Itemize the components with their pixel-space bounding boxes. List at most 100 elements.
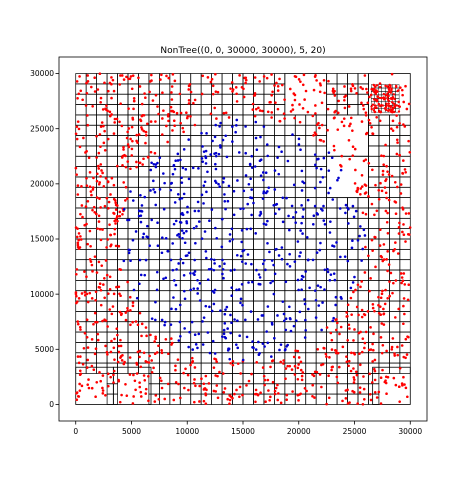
data-point [263, 383, 266, 387]
data-point [99, 303, 103, 307]
data-point [346, 314, 349, 318]
data-point [270, 259, 274, 262]
data-point [99, 288, 103, 292]
data-point [182, 231, 186, 235]
data-point [296, 240, 300, 243]
data-point [88, 291, 92, 295]
data-point [300, 278, 303, 281]
data-point [298, 254, 301, 258]
data-point [197, 167, 200, 170]
data-point [134, 230, 138, 233]
data-point [154, 93, 158, 97]
data-point [88, 258, 92, 261]
data-point [124, 165, 128, 169]
grid-cell-coarse [372, 366, 411, 405]
data-point [180, 196, 184, 200]
data-point [109, 375, 112, 379]
data-point [303, 302, 307, 306]
data-point [107, 200, 111, 204]
data-point [226, 397, 229, 401]
data-point [270, 111, 274, 114]
data-point [103, 149, 107, 152]
data-point [273, 389, 277, 393]
data-point [280, 257, 284, 261]
data-point [115, 117, 119, 121]
data-point [406, 298, 410, 302]
data-point [253, 76, 257, 79]
data-point [219, 121, 222, 125]
data-point [144, 359, 148, 363]
data-point [284, 377, 287, 381]
data-point [215, 117, 218, 120]
data-point [337, 365, 341, 369]
data-point [75, 80, 79, 83]
data-point [370, 238, 374, 242]
data-point [283, 319, 286, 323]
data-point [105, 104, 108, 107]
data-point [209, 153, 212, 156]
data-point [110, 96, 113, 100]
data-point [361, 104, 365, 107]
data-point [276, 383, 279, 387]
data-point [233, 392, 236, 396]
data-point [360, 259, 363, 262]
data-point [219, 309, 222, 312]
data-point [231, 238, 234, 241]
data-point [85, 176, 88, 180]
data-point [171, 242, 175, 245]
data-point [204, 374, 208, 378]
data-point [220, 217, 224, 221]
data-point [332, 272, 336, 275]
data-point [149, 150, 153, 154]
data-point [192, 381, 196, 385]
data-point [169, 182, 173, 185]
data-point [349, 89, 353, 93]
data-point [160, 133, 164, 136]
data-point [359, 187, 363, 190]
y-tick-label: 25000 [30, 124, 54, 133]
data-point [355, 305, 359, 309]
data-point [230, 321, 233, 325]
data-point [96, 338, 100, 342]
data-point [129, 75, 133, 78]
data-point [219, 146, 222, 149]
x-tick-label: 0 [73, 427, 78, 436]
y-tick-label: 30000 [30, 69, 54, 78]
data-point [250, 154, 254, 158]
data-point [398, 121, 401, 125]
data-point [142, 374, 146, 377]
data-point [134, 388, 137, 392]
data-point [127, 107, 130, 110]
data-point [129, 259, 132, 263]
data-point [194, 343, 198, 346]
data-point [369, 277, 372, 280]
data-point [250, 166, 254, 169]
data-point [137, 133, 141, 136]
data-point [328, 186, 332, 190]
data-point [176, 159, 180, 162]
data-point [265, 143, 269, 146]
data-point [342, 117, 346, 120]
data-point [136, 141, 139, 144]
data-point [392, 249, 395, 253]
data-point [377, 390, 381, 394]
data-point [203, 230, 207, 233]
data-point [214, 154, 218, 158]
data-point [374, 235, 377, 239]
data-point [257, 273, 261, 276]
data-point [333, 148, 336, 152]
data-point [269, 365, 272, 369]
data-point [226, 327, 229, 330]
data-point [90, 386, 94, 390]
data-point [196, 346, 199, 350]
data-point [196, 292, 199, 295]
data-point [136, 350, 140, 354]
data-point [277, 207, 281, 211]
data-point [112, 197, 116, 201]
data-point [110, 312, 114, 316]
data-point [270, 73, 273, 76]
x-tick-label: 5000 [122, 427, 141, 436]
data-point [147, 399, 150, 403]
data-point [122, 362, 126, 366]
data-point [275, 81, 278, 85]
